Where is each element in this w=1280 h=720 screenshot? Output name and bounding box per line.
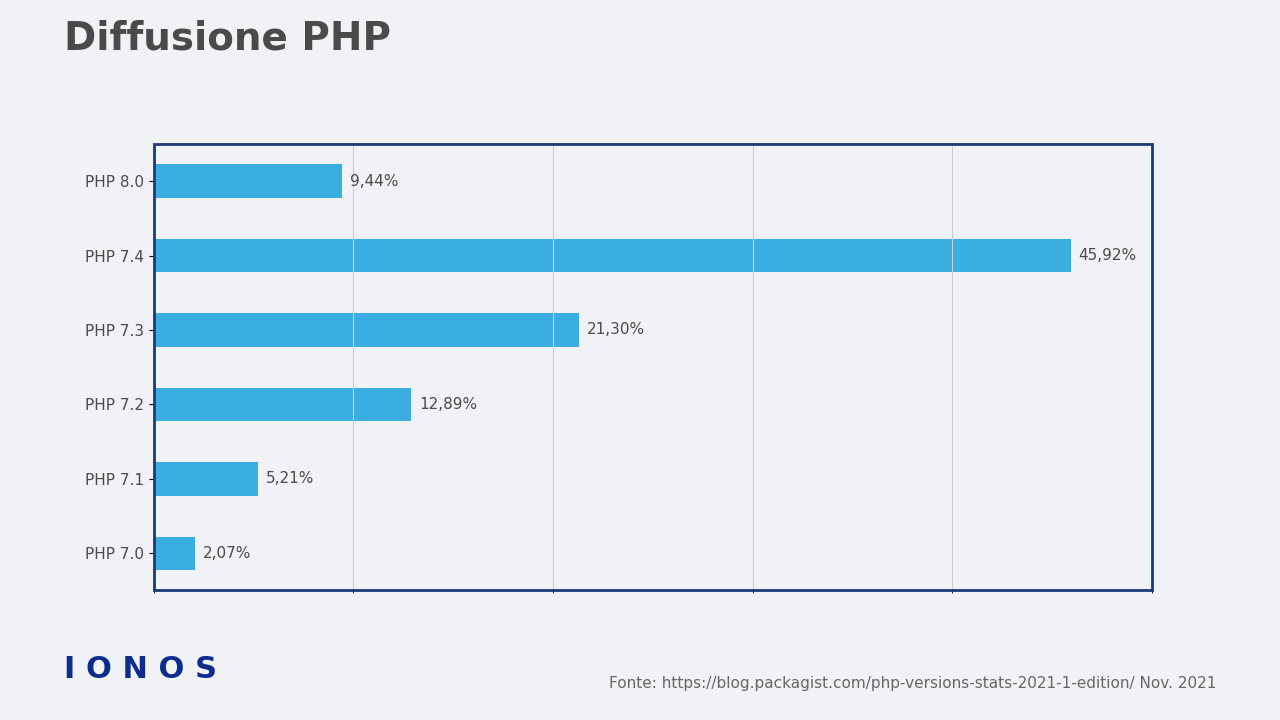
Text: 5,21%: 5,21% [266, 472, 314, 487]
Text: 21,30%: 21,30% [588, 323, 645, 338]
Bar [154, 536, 195, 570]
Bar [154, 313, 579, 347]
Text: Diffusione PHP: Diffusione PHP [64, 19, 390, 58]
Bar [154, 164, 342, 198]
Bar [154, 387, 411, 421]
Text: Fonte: https://blog.packagist.com/php-versions-stats-2021-1-edition/ Nov. 2021: Fonte: https://blog.packagist.com/php-ve… [608, 676, 1216, 691]
Text: 45,92%: 45,92% [1079, 248, 1137, 263]
Text: 9,44%: 9,44% [351, 174, 398, 189]
Bar [154, 239, 1070, 272]
Text: 12,89%: 12,89% [419, 397, 477, 412]
Bar [154, 462, 257, 495]
Text: 2,07%: 2,07% [204, 546, 251, 561]
Text: I O N O S: I O N O S [64, 655, 218, 684]
